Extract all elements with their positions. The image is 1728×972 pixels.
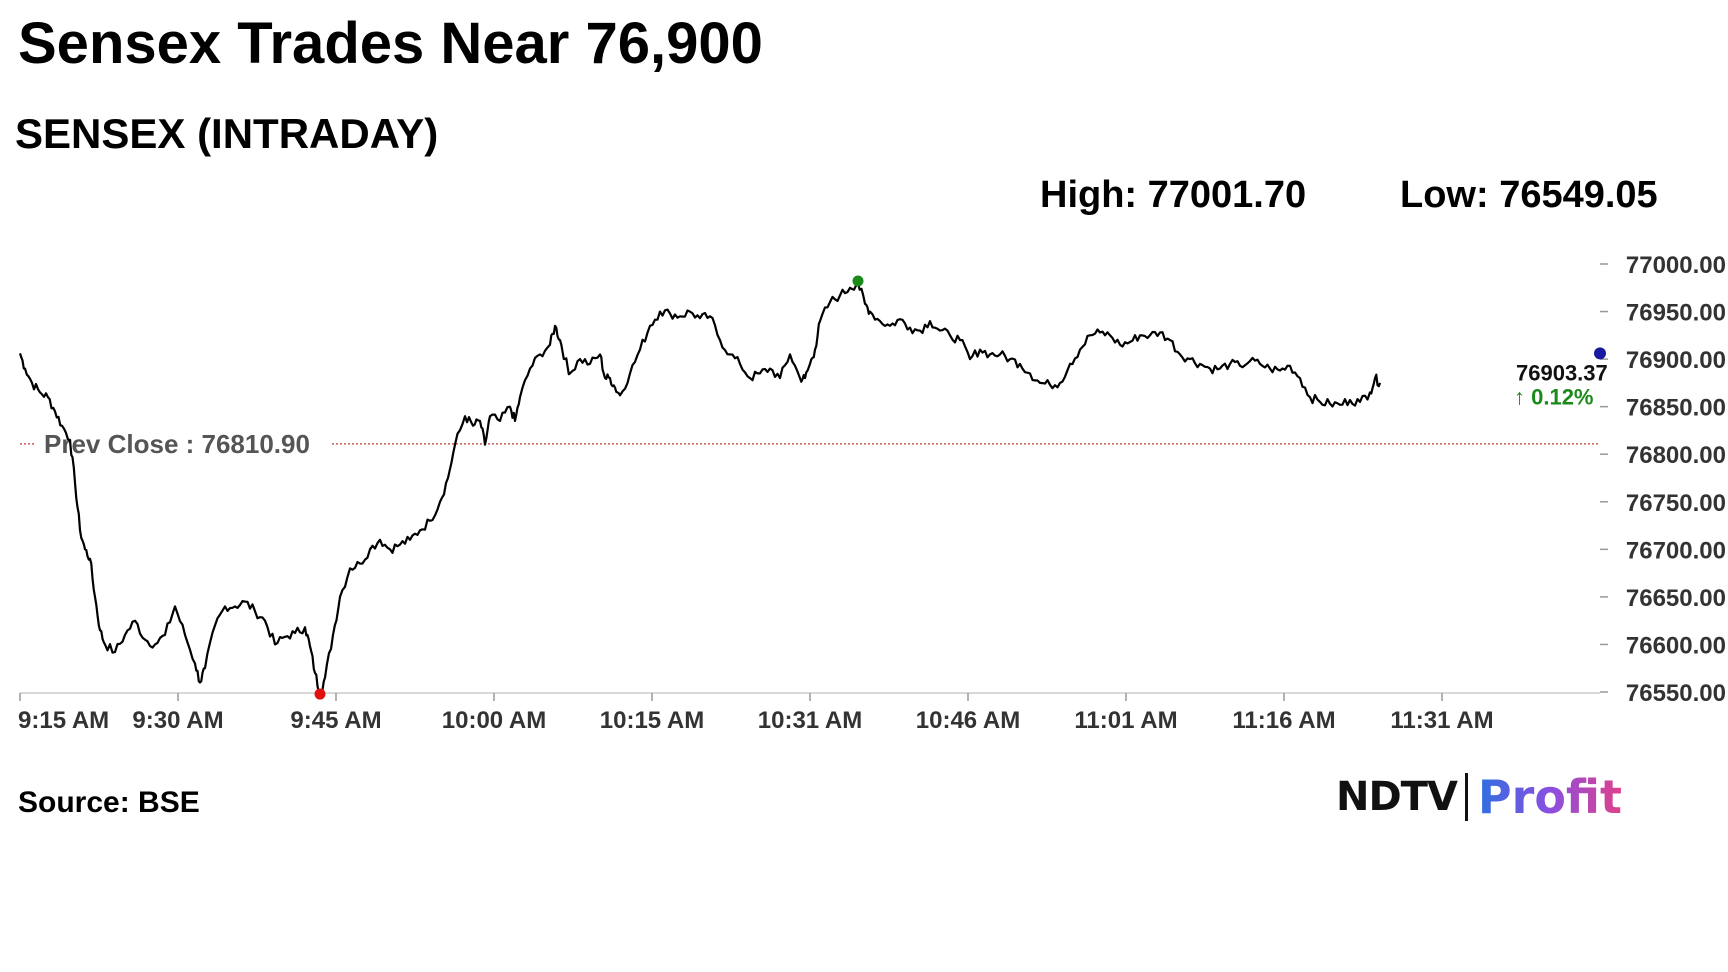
y-tick-label: 76850.00 bbox=[1626, 395, 1726, 422]
y-tick-label: 76650.00 bbox=[1626, 585, 1726, 612]
series-line bbox=[18, 281, 1382, 695]
high-marker bbox=[852, 275, 864, 287]
y-tick-label: 76700.00 bbox=[1626, 537, 1726, 564]
x-tick-label: 11:31 AM bbox=[1390, 707, 1493, 734]
source-note: Source: BSE bbox=[18, 786, 200, 819]
series-group bbox=[18, 281, 1382, 695]
x-tick-label: 10:15 AM bbox=[600, 707, 704, 734]
x-tick-label: 10:00 AM bbox=[442, 707, 546, 734]
x-tick-label: 10:31 AM bbox=[758, 707, 862, 734]
x-tick-label: 9:45 AM bbox=[290, 707, 381, 734]
x-tick-label: 10:46 AM bbox=[916, 707, 1020, 734]
markers-group: 76903.37↑ 0.12% bbox=[314, 275, 1608, 700]
logo-divider bbox=[1464, 773, 1468, 821]
x-tick-label: 11:01 AM bbox=[1074, 707, 1177, 734]
high-value: High: 77001.70 bbox=[1040, 174, 1307, 216]
ndtv-profit-logo: NDTV Profit bbox=[1336, 770, 1622, 830]
low-marker bbox=[314, 688, 326, 700]
change-label: ↑ 0.12% bbox=[1514, 384, 1594, 409]
low-value: Low: 76549.05 bbox=[1400, 174, 1658, 216]
x-axis: 9:15 AM 9:30 AM 9:45 AM 10:00 AM 10:15 AM 10:… bbox=[18, 692, 1600, 734]
x-tick-label: 9:30 AM bbox=[132, 707, 223, 734]
y-axis: 77000.00 76950.00 76900.00 76850.00 76800.00… bbox=[1600, 252, 1726, 707]
headline: Sensex Trades Near 76,900 bbox=[18, 11, 763, 76]
y-tick-label: 76800.00 bbox=[1626, 442, 1726, 469]
logo-ndtv-text: NDTV bbox=[1336, 774, 1458, 820]
prev-close-label-bg bbox=[36, 423, 332, 460]
y-tick-label: 76950.00 bbox=[1626, 300, 1726, 327]
y-tick-label: 77000.00 bbox=[1626, 252, 1726, 279]
last-value-label: 76903.37 bbox=[1516, 360, 1608, 385]
y-tick-label: 76600.00 bbox=[1626, 632, 1726, 659]
chart-subtitle: SENSEX (INTRADAY) bbox=[15, 110, 439, 157]
y-tick-label: 76900.00 bbox=[1626, 347, 1726, 374]
logo-profit-text: Profit bbox=[1477, 770, 1623, 824]
x-tick-label: 11:16 AM bbox=[1232, 707, 1335, 734]
prev-close-label: Prev Close : 76810.90 bbox=[44, 429, 310, 459]
current-marker bbox=[1594, 347, 1606, 360]
x-tick-label: 9:15 AM bbox=[18, 707, 109, 734]
y-tick-label: 76750.00 bbox=[1626, 490, 1726, 517]
prev-close-line: Prev Close : 76810.90 bbox=[20, 423, 1600, 460]
y-tick-label: 76550.00 bbox=[1626, 680, 1726, 707]
